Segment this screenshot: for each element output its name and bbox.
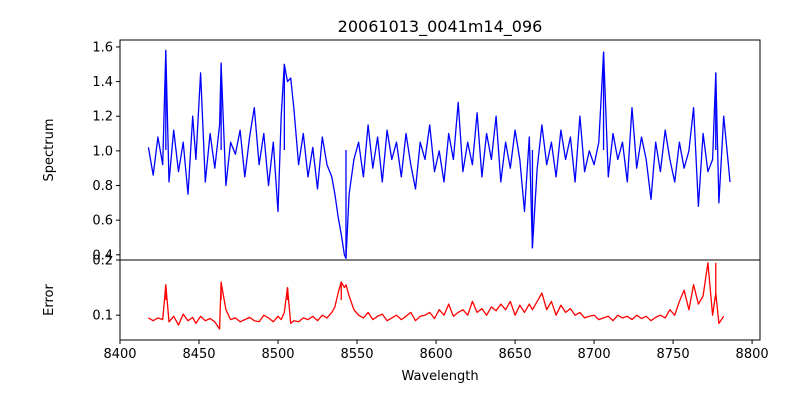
spectrum-y-tick-label: 1.4 [92, 75, 113, 90]
spectrum-y-tick-label: 0.8 [92, 179, 113, 194]
error-y-tick-label: 0.2 [92, 254, 113, 269]
chart-title: 20061013_0041m14_096 [338, 17, 543, 37]
spectrum-y-tick-label: 1.6 [92, 40, 113, 55]
spectrum-y-tick-label: 0.6 [92, 214, 113, 229]
spectrum-y-axis-label: Spectrum [42, 119, 57, 182]
x-tick-label: 8400 [103, 347, 136, 362]
spectrum-y-tick-label: 1.0 [92, 144, 113, 159]
x-tick-label: 8700 [578, 347, 611, 362]
x-tick-label: 8600 [420, 347, 453, 362]
x-tick-label: 8650 [499, 347, 532, 362]
error-y-axis-label: Error [42, 284, 57, 316]
error-panel: 0.1 0.2 Error [42, 254, 761, 341]
error-axes-frame [119, 259, 761, 341]
x-tick-label: 8500 [261, 347, 294, 362]
error-series-line [148, 262, 725, 330]
spectrum-y-tick-label: 0.4 [92, 248, 113, 263]
x-tick-label: 8800 [736, 347, 769, 362]
spectrum-panel: 0.4 0.6 0.8 1.0 1.2 1.4 1.6 Spectrum [42, 39, 761, 263]
x-tick-label: 8450 [182, 347, 215, 362]
plot-panels: 0.4 0.6 0.8 1.0 1.2 1.4 1.6 Spectrum 0.1 0.2 Error… [42, 39, 769, 362]
error-y-tick-label: 0.1 [92, 309, 113, 324]
x-axis-label: Wavelength [401, 369, 478, 384]
x-tick-label: 8550 [340, 347, 373, 362]
spectrum-series-line [147, 49, 731, 259]
spectrum-y-tick-label: 1.2 [92, 110, 113, 125]
x-tick-label: 8750 [657, 347, 690, 362]
